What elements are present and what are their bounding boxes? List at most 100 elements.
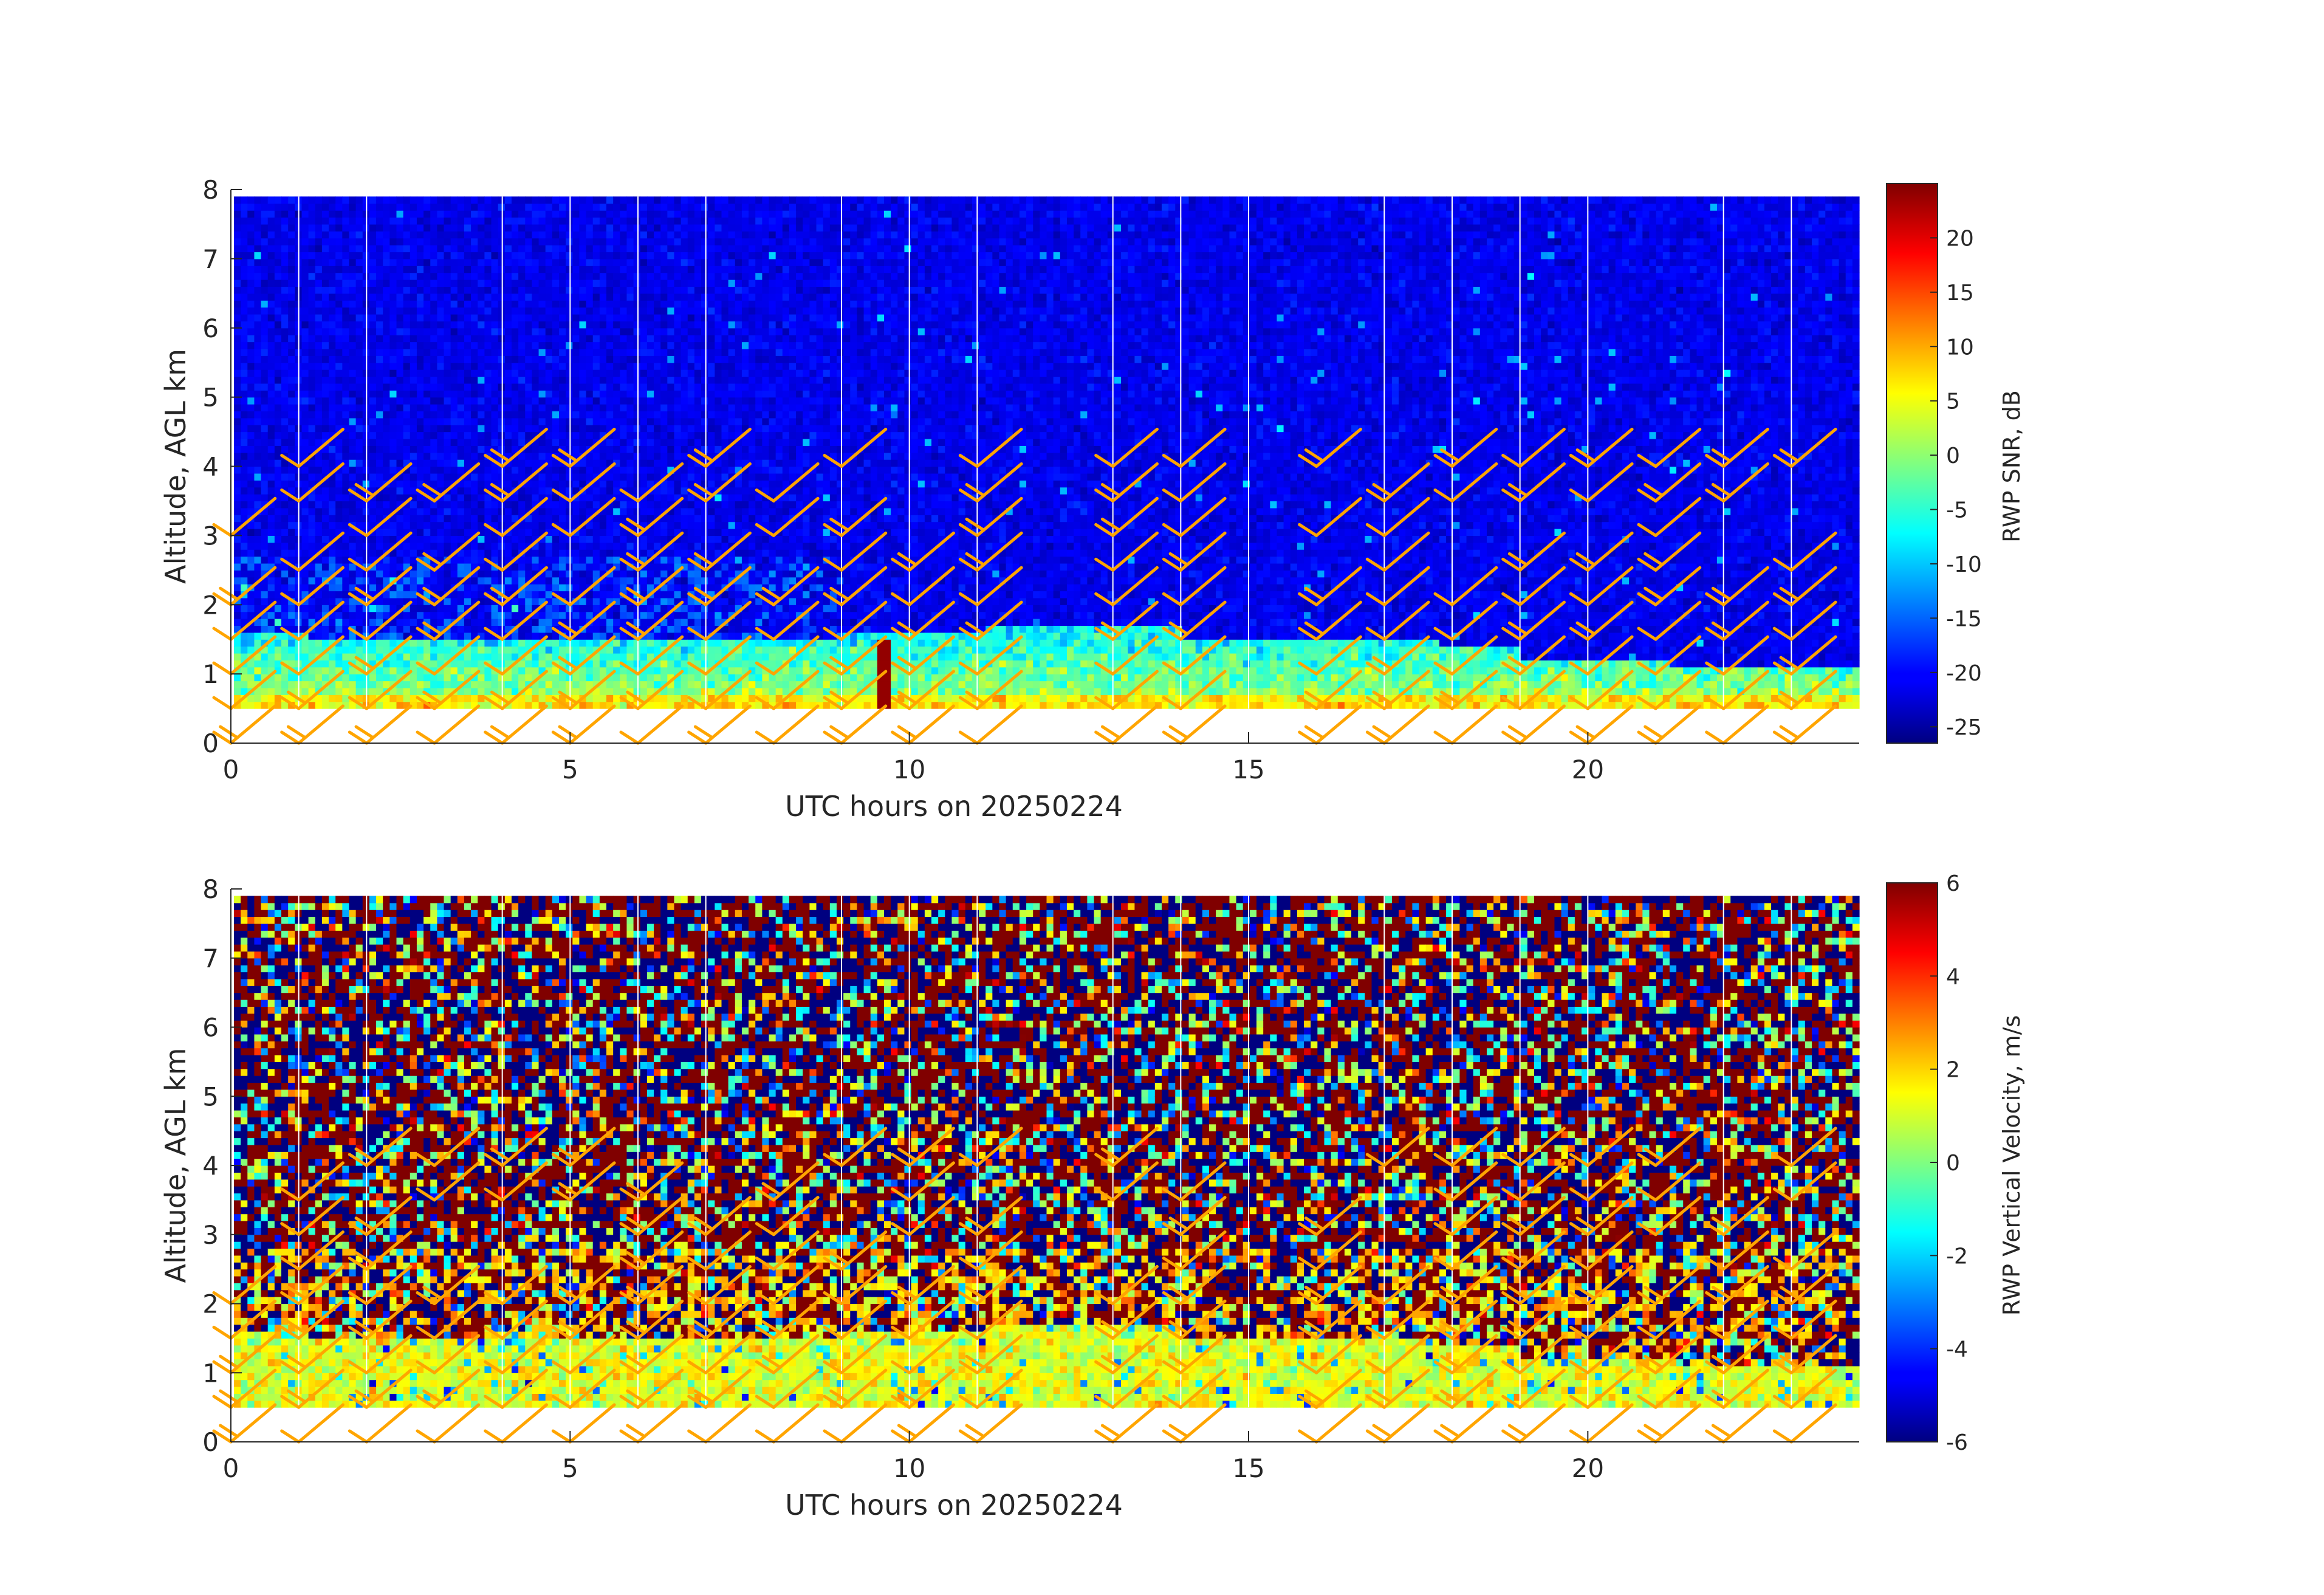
heatmap-cell bbox=[389, 529, 397, 536]
heatmap-cell bbox=[268, 591, 275, 598]
heatmap-cell bbox=[281, 376, 289, 383]
heatmap-cell bbox=[301, 681, 309, 688]
heatmap-cell bbox=[458, 349, 465, 356]
heatmap-cell bbox=[478, 293, 485, 301]
heatmap-cell bbox=[281, 612, 289, 619]
heatmap-cell bbox=[301, 314, 309, 321]
heatmap-cell bbox=[389, 238, 397, 245]
heatmap-cell bbox=[281, 411, 289, 418]
heatmap-cell bbox=[349, 321, 356, 328]
heatmap-cell bbox=[369, 577, 377, 585]
heatmap-cell bbox=[329, 224, 336, 232]
heatmap-cell bbox=[437, 653, 444, 660]
heatmap-cell bbox=[458, 314, 465, 321]
heatmap-cell bbox=[268, 196, 275, 204]
heatmap-cell bbox=[437, 459, 444, 467]
heatmap-cell bbox=[417, 681, 424, 688]
heatmap-cell bbox=[423, 224, 431, 232]
heatmap-cell bbox=[458, 515, 465, 522]
heatmap-cell bbox=[458, 293, 465, 301]
heatmap-cell bbox=[247, 681, 255, 688]
heatmap-cell bbox=[423, 647, 431, 654]
heatmap-cell bbox=[498, 238, 506, 245]
heatmap-cell bbox=[478, 321, 485, 328]
heatmap-cell bbox=[451, 508, 458, 515]
heatmap-cell bbox=[437, 252, 444, 259]
heatmap-cell bbox=[397, 404, 404, 411]
heatmap-cell bbox=[268, 459, 275, 467]
heatmap-cell bbox=[261, 480, 269, 487]
heatmap-cell bbox=[369, 300, 377, 307]
heatmap-cell bbox=[471, 286, 478, 293]
heatmap-cell bbox=[241, 667, 248, 674]
heatmap-cell bbox=[254, 639, 261, 647]
heatmap-cell bbox=[403, 584, 411, 591]
heatmap-cell bbox=[288, 376, 295, 383]
heatmap-cell bbox=[369, 535, 377, 543]
heatmap-cell bbox=[254, 273, 261, 280]
heatmap-cell bbox=[335, 376, 343, 383]
heatmap-cell bbox=[484, 224, 492, 232]
heatmap-cell bbox=[261, 404, 269, 411]
heatmap-cell bbox=[464, 515, 471, 522]
heatmap-cell bbox=[241, 300, 248, 307]
heatmap-cell bbox=[342, 328, 349, 335]
heatmap-cell bbox=[417, 259, 424, 266]
heatmap-cell bbox=[241, 535, 248, 543]
heatmap-cell bbox=[376, 266, 383, 273]
heatmap-cell bbox=[498, 577, 506, 585]
heatmap-cell bbox=[383, 605, 390, 612]
heatmap-cell bbox=[478, 224, 485, 232]
heatmap-cell bbox=[281, 418, 289, 425]
heatmap-cell bbox=[498, 439, 506, 446]
heatmap-cell bbox=[389, 196, 397, 204]
heatmap-cell bbox=[268, 404, 275, 411]
heatmap-cell bbox=[458, 660, 465, 667]
heatmap-cell bbox=[492, 467, 499, 474]
heatmap-cell bbox=[342, 619, 349, 626]
heatmap-cell bbox=[335, 418, 343, 425]
heatmap-cell bbox=[268, 467, 275, 474]
heatmap-cell bbox=[261, 529, 269, 536]
heatmap-cell bbox=[342, 411, 349, 418]
heatmap-cell bbox=[410, 612, 417, 619]
heatmap-cell bbox=[281, 404, 289, 411]
heatmap-cell bbox=[430, 445, 437, 453]
heatmap-cell bbox=[349, 218, 356, 225]
heatmap-cell bbox=[389, 369, 397, 377]
heatmap-cell bbox=[397, 522, 404, 529]
heatmap-cell bbox=[309, 238, 316, 245]
heatmap-cell bbox=[444, 667, 451, 674]
heatmap-cell bbox=[403, 369, 411, 377]
snr-panel: 0 5 10 15 20 012345678 UTC hours on 20250224… bbox=[159, 175, 2025, 823]
heatmap-cell bbox=[478, 480, 485, 487]
heatmap-cell bbox=[234, 473, 241, 481]
heatmap-cell bbox=[247, 702, 255, 709]
heatmap-cell bbox=[498, 653, 506, 660]
heatmap-cell bbox=[234, 266, 241, 273]
heatmap-cell bbox=[254, 467, 261, 474]
heatmap-cell bbox=[254, 674, 261, 681]
heatmap-cell bbox=[268, 543, 275, 550]
heatmap-cell bbox=[356, 432, 363, 439]
heatmap-cell bbox=[444, 570, 451, 577]
heatmap-cell bbox=[261, 273, 269, 280]
heatmap-cell bbox=[423, 570, 431, 577]
heatmap-cell bbox=[444, 355, 451, 363]
heatmap-cell bbox=[342, 335, 349, 342]
heatmap-cell bbox=[458, 695, 465, 702]
heatmap-cell bbox=[275, 218, 282, 225]
heatmap-cell bbox=[356, 245, 363, 252]
heatmap-cell bbox=[234, 515, 241, 522]
heatmap-cell bbox=[342, 647, 349, 654]
heatmap-cell bbox=[444, 563, 451, 571]
heatmap-cell bbox=[458, 321, 465, 328]
heatmap-cell bbox=[234, 321, 241, 328]
heatmap-cell bbox=[247, 300, 255, 307]
heatmap-cell bbox=[254, 605, 261, 612]
heatmap-cell bbox=[492, 570, 499, 577]
heatmap-cell bbox=[268, 328, 275, 335]
heatmap-cell bbox=[505, 508, 512, 515]
heatmap-cell bbox=[335, 328, 343, 335]
